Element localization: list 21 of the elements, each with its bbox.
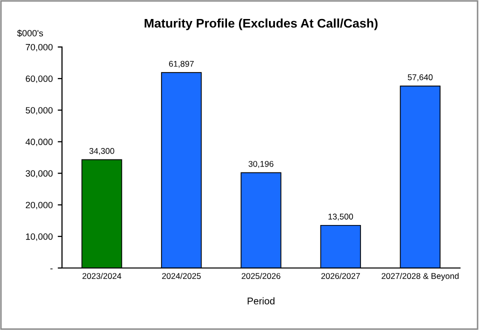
data-label: 13,500 — [328, 214, 354, 221]
y-tick-label: 10,000 — [26, 233, 53, 241]
y-tick-label: 20,000 — [26, 202, 53, 210]
data-label: 61,897 — [169, 60, 194, 68]
x-tick-label: 2024/2025 — [162, 272, 201, 279]
y-tick-label: 40,000 — [26, 138, 53, 146]
chart-title: Maturity Profile (Excludes At Call/Cash) — [144, 18, 378, 30]
y-axis-title: $000's — [17, 30, 43, 37]
data-label: 34,300 — [89, 148, 114, 155]
x-tick-label: 2023/2024 — [82, 272, 122, 279]
data-label: 57,640 — [408, 74, 433, 82]
y-tick-label: - — [50, 268, 53, 270]
x-tick-label: 2025/2026 — [242, 272, 280, 279]
x-tick-label: 2026/2027 — [321, 272, 360, 279]
y-tick-label: 30,000 — [26, 170, 53, 178]
x-axis-title: Period — [248, 297, 274, 304]
y-tick-label: 50,000 — [26, 107, 53, 115]
y-tick-label: 60,000 — [26, 76, 53, 83]
x-tick-label: 2027/2028 & Beyond — [382, 272, 459, 281]
y-tick-label: 70,000 — [26, 44, 53, 52]
data-label: 30,196 — [248, 160, 274, 168]
